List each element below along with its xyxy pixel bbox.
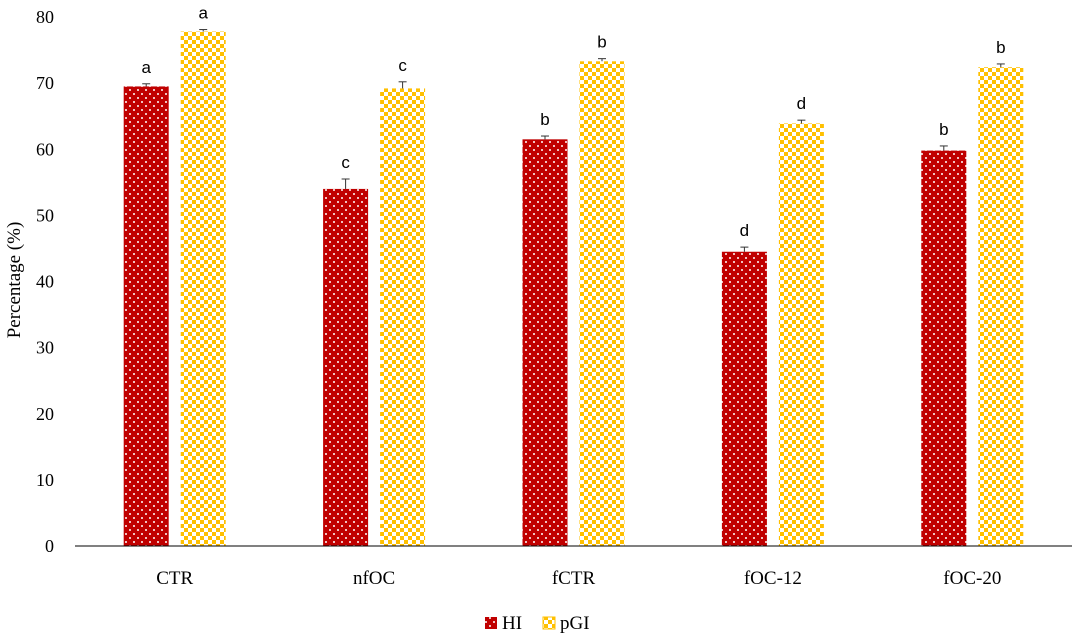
bar-hi — [522, 139, 568, 547]
significance-label: b — [996, 38, 1005, 57]
bar-pgi — [579, 61, 625, 547]
significance-label: c — [341, 153, 350, 172]
y-axis-title: Percentage (%) — [4, 222, 25, 339]
significance-label: b — [540, 110, 549, 129]
significance-label: b — [597, 33, 606, 52]
bar-pgi — [978, 67, 1024, 546]
legend-swatch-pgi — [542, 616, 556, 630]
y-tick-label: 30 — [36, 338, 54, 358]
x-tick-label: fOC-12 — [744, 568, 802, 589]
bar-pgi — [380, 88, 426, 546]
y-tick-label: 70 — [36, 73, 54, 93]
y-tick-label: 40 — [36, 272, 54, 292]
legend-label: HI — [502, 613, 522, 634]
bar-pgi — [778, 123, 824, 547]
significance-label: a — [198, 4, 208, 23]
y-axis: 0 10 20 30 40 50 60 70 80 — [36, 7, 54, 556]
x-axis: CTR nfOC fCTR fOC-12 fOC-20 — [156, 568, 1001, 589]
x-tick-label: fCTR — [552, 568, 596, 589]
bar-hi — [323, 188, 369, 547]
y-tick-label: 50 — [36, 205, 54, 225]
legend: HI pGI — [485, 613, 590, 634]
bar-pgi — [180, 31, 226, 547]
y-tick-label: 80 — [36, 7, 54, 27]
x-tick-label: CTR — [156, 568, 193, 589]
legend-swatch-hi — [485, 617, 497, 629]
bar-hi — [721, 251, 767, 546]
y-tick-label: 10 — [36, 470, 54, 490]
bar-hi — [921, 150, 967, 546]
bar-series: a a c c b b d d b b — [123, 4, 1024, 547]
x-tick-label: fOC-20 — [943, 568, 1001, 589]
y-tick-label: 0 — [45, 536, 54, 556]
significance-label: d — [740, 221, 749, 240]
y-tick-label: 20 — [36, 404, 54, 424]
significance-label: a — [141, 58, 151, 77]
y-tick-label: 60 — [36, 139, 54, 159]
x-tick-label: nfOC — [353, 568, 395, 589]
significance-label: c — [398, 56, 407, 75]
significance-label: d — [797, 94, 806, 113]
significance-label: b — [939, 120, 948, 139]
legend-label: pGI — [560, 613, 590, 634]
bar-hi — [123, 86, 169, 547]
